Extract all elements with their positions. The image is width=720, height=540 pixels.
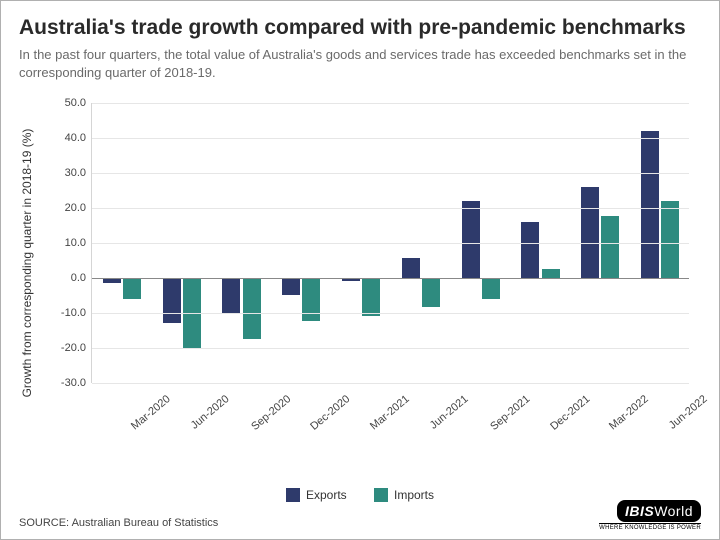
bar-imports <box>362 278 380 317</box>
bar-exports <box>402 258 420 277</box>
bar-imports <box>601 216 619 277</box>
ibisworld-logo: IBISWorld WHERE KNOWLEDGE IS POWER <box>599 503 701 531</box>
bar-imports <box>542 269 560 278</box>
x-tick-label: Sep-2021 <box>488 393 532 433</box>
bar-exports <box>222 278 240 315</box>
legend-swatch-imports <box>374 488 388 502</box>
y-tick-label: -20.0 <box>61 342 92 354</box>
zero-line <box>92 278 689 279</box>
bar-exports <box>462 201 480 278</box>
bar-imports <box>243 278 261 339</box>
bar-exports <box>641 131 659 278</box>
gridline <box>92 103 689 104</box>
legend-item-imports: Imports <box>374 488 434 502</box>
chart-title: Australia's trade growth compared with p… <box>19 15 701 40</box>
gridline <box>92 173 689 174</box>
gridline <box>92 138 689 139</box>
x-tick-label: Jun-2020 <box>188 393 231 432</box>
legend-item-exports: Exports <box>286 488 347 502</box>
y-tick-label: 20.0 <box>65 202 92 214</box>
y-tick-label: 30.0 <box>65 167 92 179</box>
bar-exports <box>581 187 599 278</box>
logo-brand-thin: World <box>654 503 693 519</box>
chart-subtitle: In the past four quarters, the total val… <box>19 46 701 82</box>
legend-label-exports: Exports <box>306 488 347 502</box>
y-tick-label: 40.0 <box>65 132 92 144</box>
gridline <box>92 208 689 209</box>
bar-imports <box>661 201 679 278</box>
x-tick-label: Dec-2020 <box>308 393 352 433</box>
bar-exports <box>282 278 300 296</box>
x-tick-label: Sep-2020 <box>249 393 293 433</box>
x-tick-label: Jun-2021 <box>428 393 471 432</box>
y-tick-label: -10.0 <box>61 307 92 319</box>
y-tick-label: -30.0 <box>61 377 92 389</box>
logo-tagline: WHERE KNOWLEDGE IS POWER <box>599 523 701 531</box>
y-tick-label: 10.0 <box>65 237 92 249</box>
footer: SOURCE: Australian Bureau of Statistics … <box>19 513 701 531</box>
legend-swatch-exports <box>286 488 300 502</box>
legend-label-imports: Imports <box>394 488 434 502</box>
bar-imports <box>482 278 500 299</box>
x-tick-label: Mar-2021 <box>368 393 412 432</box>
x-tick-label: Jun-2022 <box>667 393 710 432</box>
bar-exports <box>163 278 181 324</box>
x-tick-label: Dec-2021 <box>548 393 592 433</box>
bar-imports <box>123 278 141 299</box>
gridline <box>92 383 689 384</box>
chart-area: Growth from corresponding quarter in 201… <box>59 93 699 433</box>
x-tick-label: Mar-2022 <box>607 393 651 432</box>
y-tick-label: 0.0 <box>71 272 92 284</box>
bar-imports <box>302 278 320 322</box>
gridline <box>92 348 689 349</box>
bar-exports <box>521 222 539 278</box>
logo-brand-bold: IBIS <box>625 503 654 519</box>
x-tick-label: Mar-2020 <box>129 393 173 432</box>
gridline <box>92 313 689 314</box>
y-axis-label: Growth from corresponding quarter in 201… <box>20 128 34 397</box>
y-tick-label: 50.0 <box>65 97 92 109</box>
source-text: SOURCE: Australian Bureau of Statistics <box>19 517 218 529</box>
plot-region: -30.0-20.0-10.00.010.020.030.040.050.0Ma… <box>91 103 689 383</box>
bar-imports <box>422 278 440 308</box>
gridline <box>92 243 689 244</box>
